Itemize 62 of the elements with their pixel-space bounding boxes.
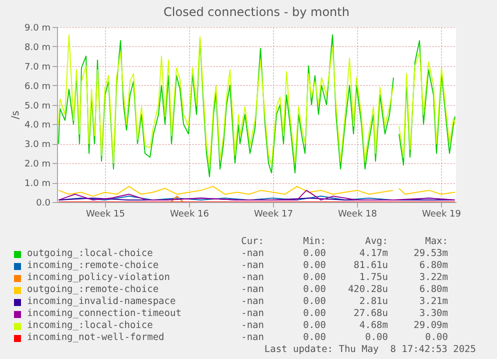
text: Cur: [240, 236, 264, 248]
text: Avg: [364, 236, 388, 248]
text: 27.68u [352, 308, 388, 320]
text: -nan [240, 248, 264, 260]
text: 81.61u [352, 260, 388, 272]
y-tick-label: 6.0 m [24, 82, 50, 92]
x-tick-label: Week 15 [86, 210, 125, 220]
y-tick-label: 5.0 m [24, 101, 50, 112]
text: 4.17m [358, 248, 388, 260]
y-tick-label: 2.0 m [24, 160, 50, 170]
text: 29.53m [412, 248, 448, 260]
y-tick-label: 7.0 m [24, 62, 50, 72]
text: 0.00 [302, 332, 326, 344]
y-tick-label: 0.0 [36, 198, 51, 208]
y-tick-label: 4.0 m [24, 120, 50, 131]
text: 0.00 [302, 284, 326, 296]
text: 0.00 [302, 296, 326, 308]
text: -nan [240, 320, 264, 332]
text: -nan [240, 308, 264, 320]
text: 4.68m [358, 320, 388, 332]
y-tick-label: 1.0 m [24, 179, 50, 190]
text: 3.30m [418, 308, 448, 320]
y-tick-label: 3.0 m [24, 140, 50, 150]
y-axis-title: /s [10, 110, 22, 120]
text: 420.28u [346, 284, 388, 296]
text: 3.22m [418, 272, 448, 284]
y-tick-label: 9.0 m [24, 24, 50, 34]
text: 0.00 [424, 332, 448, 344]
text: -nan [240, 260, 264, 272]
text: 6.80m [418, 260, 448, 272]
legend-label: outgoing_:local-choice [27, 248, 153, 260]
text: 0.00 [302, 308, 326, 320]
text: 3.21m [418, 296, 448, 308]
x-tick-label: Week 17 [254, 210, 293, 220]
legend-label: outgoing_:remote-choice [27, 284, 159, 296]
legend-label: incoming_:remote-choice [27, 260, 159, 272]
text: 0.00 [302, 272, 326, 284]
text: 0.00 [364, 332, 388, 344]
legend-label: incoming_:local-choice [27, 320, 153, 332]
legend-label: incoming_not-well-formed [27, 332, 164, 344]
chart-title: Closed connections - by month [164, 5, 350, 19]
x-tick-label: Week 18 [338, 210, 378, 220]
text: 1.75u [358, 272, 388, 284]
legend-label: incoming_connection-timeout [27, 308, 182, 320]
text: -nan [240, 332, 264, 344]
text: 0.00 [302, 260, 326, 272]
text: Min: [302, 236, 326, 248]
text: -nan [240, 284, 264, 296]
text: -nan [240, 296, 264, 308]
text: -nan [240, 272, 264, 284]
y-tick-label: 8.0 m [24, 42, 50, 53]
legend-label: incoming_policy-violation [27, 272, 170, 284]
text: Last update: Thu May 8 17:42:53 2025 [263, 344, 476, 356]
text: 0.00 [302, 320, 326, 332]
text: 6.80m [418, 284, 448, 296]
x-tick-label: Week 16 [170, 210, 210, 220]
text: 2.81u [358, 296, 388, 308]
x-tick-label: Week 19 [422, 210, 462, 220]
text: 0.00 [302, 248, 326, 260]
text: Max: [424, 236, 448, 248]
text: 29.09m [412, 320, 448, 332]
legend-label: incoming_invalid-namespace [27, 296, 176, 308]
